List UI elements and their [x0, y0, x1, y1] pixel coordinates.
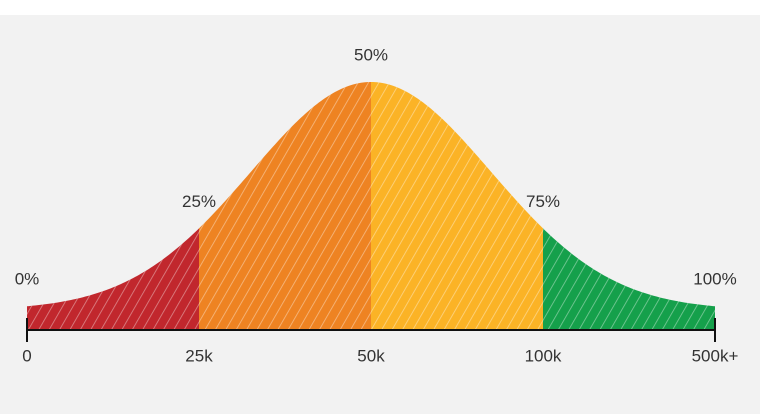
segment-hatch: [199, 82, 371, 330]
percentile-label: 25%: [182, 192, 216, 211]
x-tick-label: 50k: [357, 346, 385, 365]
percentile-label: 100%: [693, 270, 736, 289]
x-tick-label: 500k+: [692, 346, 739, 365]
segment-hatch: [371, 82, 543, 330]
x-tick-label: 100k: [525, 346, 562, 365]
percentile-label: 75%: [526, 192, 560, 211]
percentile-label: 0%: [15, 270, 40, 289]
x-tick-label: 0: [22, 346, 31, 365]
x-tick-label: 25k: [185, 346, 213, 365]
segment-hatch: [543, 228, 715, 330]
segment-hatch: [27, 228, 199, 330]
percentile-label: 50%: [354, 45, 388, 64]
